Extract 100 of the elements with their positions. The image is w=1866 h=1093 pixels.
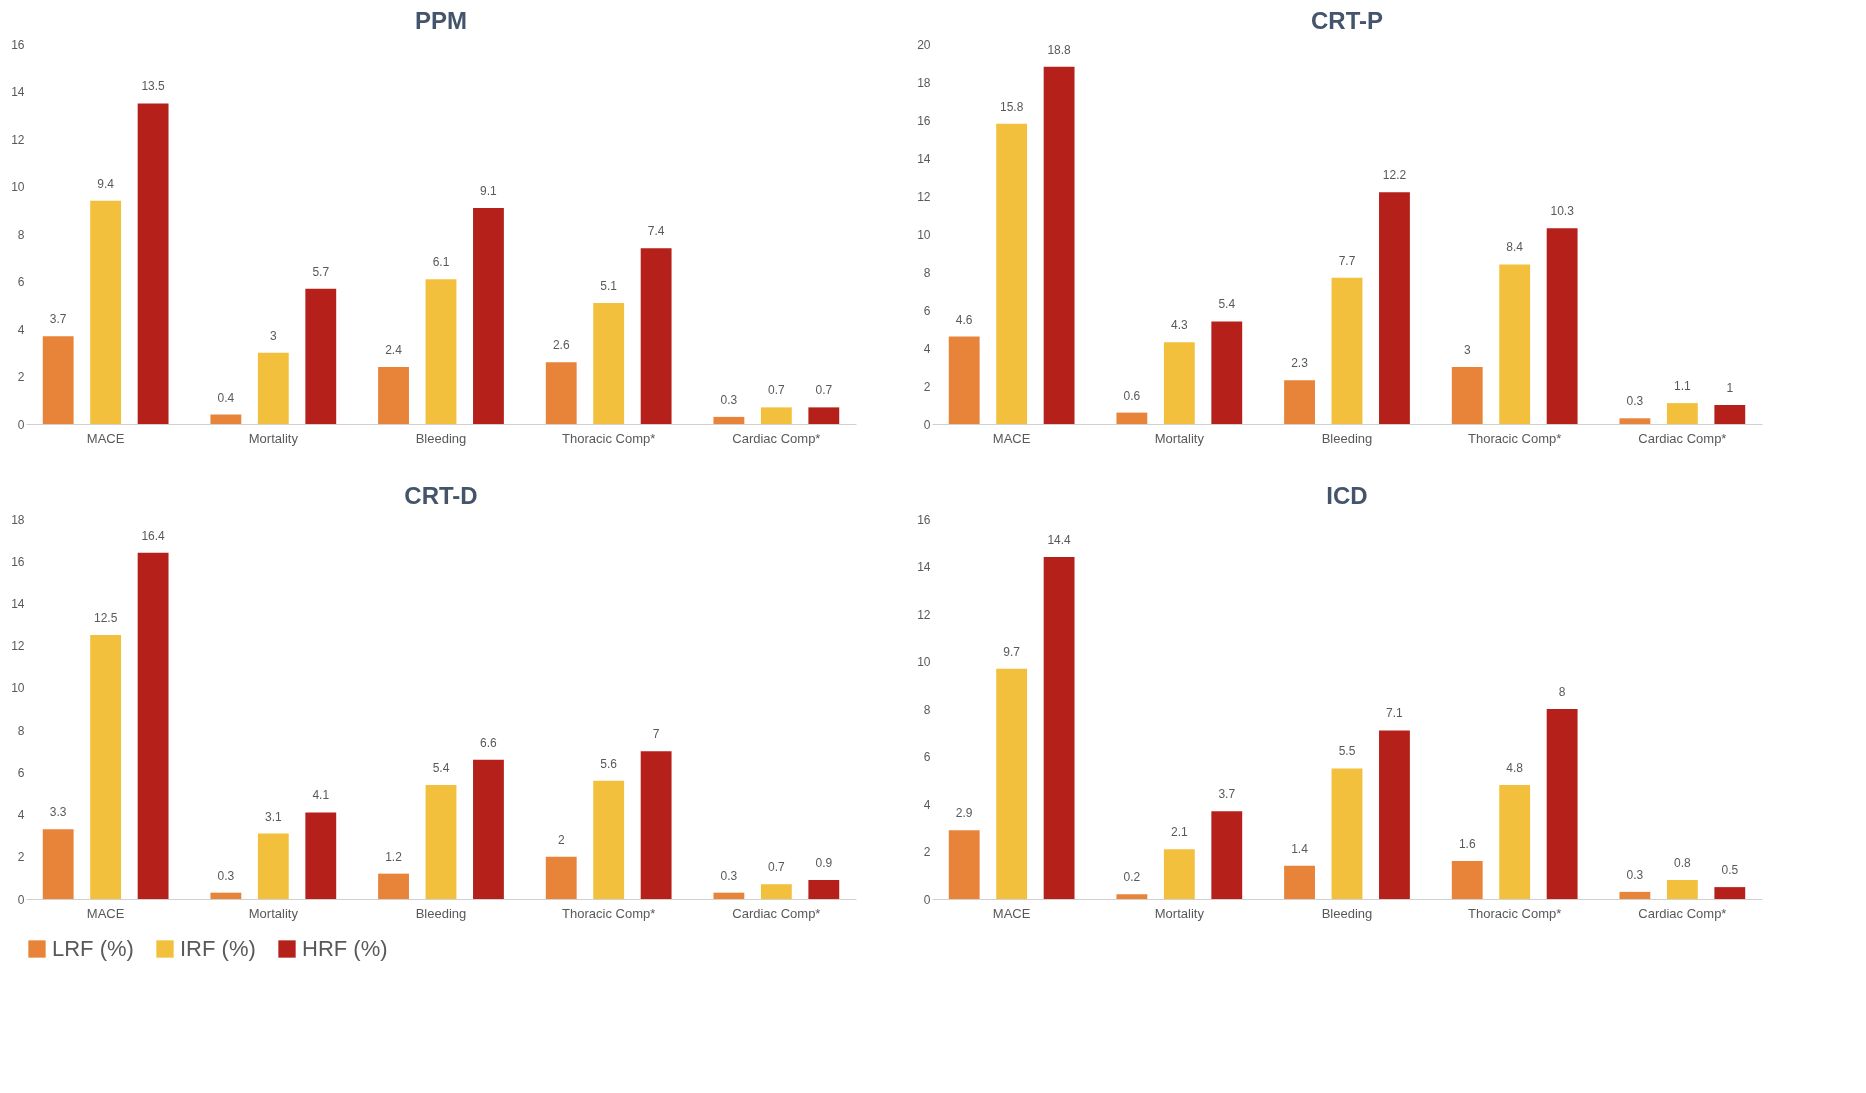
data-label: 9.7 — [1003, 644, 1021, 659]
bar — [378, 367, 409, 424]
bar — [1379, 192, 1410, 424]
data-label: 0.9 — [815, 856, 833, 870]
y-tick-label: 12 — [917, 607, 931, 622]
bar — [948, 336, 980, 424]
data-label: 5.4 — [1218, 297, 1236, 312]
legend-label: LRF (%) — [52, 936, 134, 961]
data-label: 3 — [269, 328, 277, 343]
bar — [1043, 66, 1075, 424]
data-label: 3.7 — [1218, 787, 1236, 802]
bar — [640, 751, 672, 899]
data-label: 2 — [557, 832, 565, 847]
bar — [1451, 861, 1483, 899]
bar — [593, 780, 625, 899]
x-tick-label: MACE — [86, 905, 125, 921]
data-label: 4.3 — [1170, 318, 1188, 333]
chart-title: ICD — [1326, 482, 1368, 509]
data-label: 0.3 — [217, 868, 235, 883]
data-label: 4.1 — [312, 788, 330, 803]
bar — [713, 892, 745, 899]
y-tick-label: 6 — [923, 303, 931, 318]
data-label: 8.4 — [1506, 240, 1524, 255]
y-tick-label: 0 — [17, 417, 25, 432]
x-tick-label: MACE — [992, 905, 1031, 921]
data-label: 0.5 — [1721, 863, 1739, 878]
y-tick-label: 4 — [923, 797, 931, 812]
bar — [996, 668, 1028, 899]
data-label: 0.7 — [815, 383, 833, 398]
bar — [1714, 405, 1746, 424]
y-tick-label: 10 — [11, 180, 25, 194]
data-label: 0.3 — [720, 392, 738, 407]
bar — [137, 103, 169, 424]
x-tick-label: Bleeding — [1321, 430, 1373, 446]
bar — [378, 873, 409, 899]
x-tick-label: Cardiac Comp* — [1638, 430, 1727, 446]
data-label: 5.4 — [432, 761, 450, 775]
bar — [996, 123, 1028, 424]
bar — [473, 759, 504, 899]
data-label: 0.3 — [1626, 394, 1644, 409]
data-label: 1.1 — [1674, 379, 1692, 394]
y-tick-label: 18 — [11, 512, 25, 527]
y-tick-label: 0 — [923, 892, 931, 907]
data-label: 1 — [1726, 381, 1734, 395]
x-tick-label: MACE — [992, 430, 1031, 446]
data-label: 16.4 — [141, 528, 166, 543]
x-tick-label: Mortality — [1154, 905, 1205, 921]
data-label: 6.6 — [480, 735, 498, 750]
y-tick-label: 0 — [923, 417, 931, 432]
data-label: 1.4 — [1291, 841, 1309, 856]
y-tick-label: 4 — [17, 808, 25, 823]
bar — [1619, 891, 1651, 899]
data-label: 5.1 — [600, 278, 618, 293]
data-label: 12.5 — [93, 611, 118, 626]
bar — [1379, 730, 1410, 899]
y-tick-label: 12 — [11, 639, 25, 654]
data-label: 7.4 — [647, 224, 665, 239]
bar — [1714, 887, 1746, 899]
y-tick-label: 12 — [11, 132, 25, 147]
bar — [640, 248, 672, 424]
data-label: 1.2 — [385, 849, 403, 864]
data-label: 14.4 — [1047, 533, 1072, 547]
data-label: 10.3 — [1550, 204, 1575, 219]
y-tick-label: 8 — [923, 702, 931, 717]
x-tick-label: Mortality — [1154, 430, 1205, 446]
legend-label: IRF (%) — [180, 936, 256, 961]
data-label: 3.1 — [264, 809, 282, 824]
bar — [1451, 367, 1483, 424]
x-tick-label: Thoracic Comp* — [1468, 430, 1562, 446]
data-label: 2.1 — [1170, 825, 1188, 840]
y-tick-label: 18 — [917, 75, 931, 90]
y-tick-label: 6 — [923, 750, 931, 764]
bar — [90, 200, 122, 424]
bar — [1619, 418, 1651, 424]
bar — [305, 812, 337, 899]
x-tick-label: Thoracic Comp* — [562, 905, 656, 921]
data-label: 5.6 — [600, 756, 618, 771]
chart-title: PPM — [414, 7, 468, 34]
data-label: 0.8 — [1674, 856, 1692, 870]
data-label: 5.7 — [312, 264, 330, 279]
bar — [1546, 228, 1578, 424]
y-tick-label: 16 — [917, 512, 931, 527]
bar — [305, 288, 337, 424]
data-label: 12.2 — [1382, 168, 1407, 183]
bar — [1163, 342, 1195, 424]
data-label: 0.4 — [217, 390, 235, 405]
bar — [1666, 880, 1698, 899]
y-tick-label: 14 — [917, 151, 931, 166]
bar — [42, 336, 74, 424]
bar — [1666, 403, 1698, 424]
y-tick-label: 2 — [923, 845, 931, 859]
data-label: 2.9 — [955, 806, 973, 821]
data-label: 6.1 — [432, 255, 450, 270]
bar — [210, 892, 242, 899]
data-label: 0.3 — [1626, 867, 1644, 882]
bar — [593, 302, 625, 424]
data-label: 13.5 — [141, 79, 166, 94]
data-label: 1.6 — [1458, 837, 1476, 851]
bar — [425, 279, 457, 424]
y-tick-label: 10 — [917, 227, 931, 242]
